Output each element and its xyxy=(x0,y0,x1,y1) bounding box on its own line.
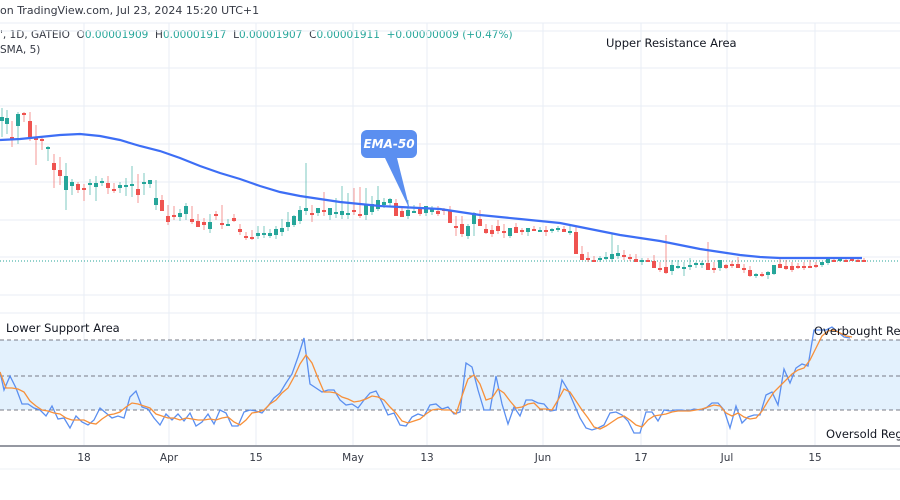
x-tick-label: Jul xyxy=(720,452,734,464)
close-value: 0.00001911 xyxy=(316,29,380,41)
x-tick-label: May xyxy=(342,452,364,464)
change-value: +0.00000009 (+0.47%) xyxy=(386,29,513,41)
indicator-legend: SMA, 5) xyxy=(0,44,41,56)
x-tick-label: Jun xyxy=(534,452,552,464)
ema-callout: EMA-50 xyxy=(361,130,417,158)
x-tick-label: Apr xyxy=(159,452,179,464)
x-tick-label: 15 xyxy=(808,452,822,464)
watermark-header: on TradingView.com, Jul 23, 2024 15:20 U… xyxy=(0,4,260,17)
oversold-label: Oversold Region xyxy=(826,427,900,441)
x-tick-label: 13 xyxy=(420,452,434,464)
overbought-label: Overbought Region xyxy=(814,324,900,338)
lower-support-label: Lower Support Area xyxy=(6,321,120,335)
high-value: 0.00001917 xyxy=(162,29,227,41)
open-value: 0.00001909 xyxy=(84,29,149,41)
ohlc-legend: ', 1D, GATEIO O0.00001909 H0.00001917 L0… xyxy=(0,29,513,41)
x-tick-label: 18 xyxy=(77,452,91,464)
upper-resistance-label: Upper Resistance Area xyxy=(606,36,737,50)
symbol-prefix: ', 1D, GATEIO xyxy=(0,29,70,41)
x-tick-label: 17 xyxy=(634,452,648,464)
x-tick-label: 15 xyxy=(249,452,263,464)
low-value: 0.00001907 xyxy=(238,29,303,41)
